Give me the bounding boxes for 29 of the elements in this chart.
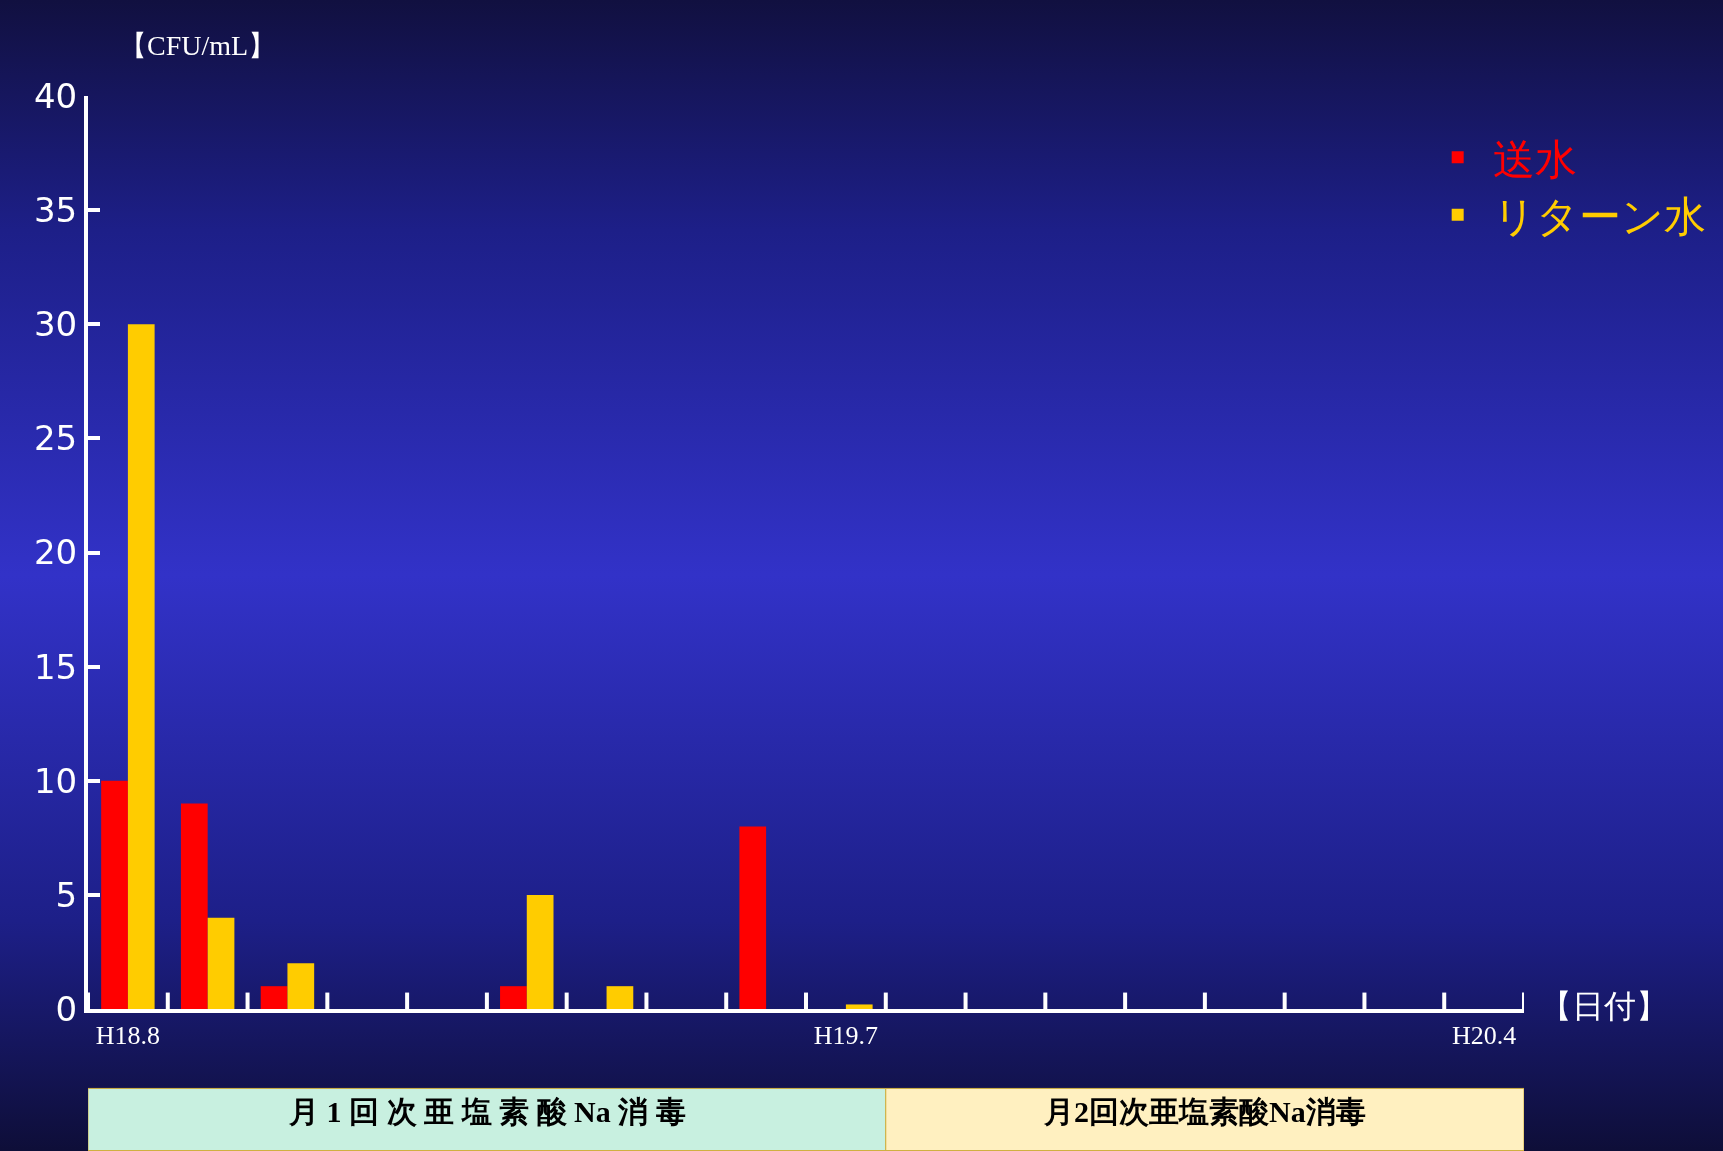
- bar: [500, 986, 527, 1009]
- y-tick-label: 15: [33, 646, 78, 687]
- bar: [180, 803, 208, 1009]
- legend-label: 送水: [1492, 134, 1577, 184]
- x-tick-label: H19.7: [813, 1021, 879, 1051]
- y-tick-label: 35: [33, 190, 78, 231]
- text: 月 1 回 次 亜 塩 素 酸 Na 消 毒: [288, 1095, 686, 1128]
- y-tick-label: 40: [33, 75, 78, 116]
- y-axis-title: 【CFU/mL】: [119, 30, 277, 61]
- y-tick-label: 20: [33, 532, 78, 573]
- bar: [101, 780, 128, 1009]
- bar: [287, 963, 315, 1009]
- bar: [739, 826, 767, 1009]
- y-tick-label: 5: [55, 874, 78, 915]
- bar: [526, 894, 554, 1009]
- bar: [606, 986, 634, 1009]
- bar: [207, 917, 235, 1009]
- bar: [845, 1004, 873, 1009]
- y-tick-label: 25: [33, 418, 78, 459]
- x-tick-label: H20.4: [1451, 1021, 1517, 1051]
- x-axis-title: 【日付】: [1540, 987, 1668, 1025]
- y-tick-label: 10: [33, 760, 78, 801]
- y-tick-label: 0: [55, 988, 78, 1029]
- legend-label: リターン水: [1492, 192, 1706, 242]
- text: 月2回次亜塩素酸Na消毒: [1043, 1095, 1366, 1128]
- y-tick-label: 30: [33, 304, 78, 345]
- bar: [127, 324, 155, 1009]
- x-tick-label: H18.8: [95, 1021, 161, 1051]
- bar: [260, 986, 288, 1009]
